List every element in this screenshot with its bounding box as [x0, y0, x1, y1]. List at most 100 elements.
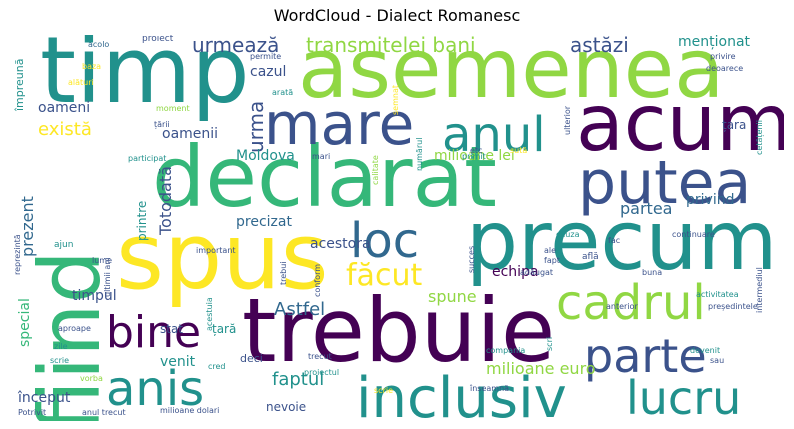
word: scri: [545, 336, 554, 351]
word: aproape: [58, 324, 91, 333]
word: anis: [106, 361, 205, 417]
word: conform: [313, 263, 322, 297]
word: există: [38, 119, 92, 140]
word: ale: [544, 246, 557, 255]
word: spus: [116, 203, 329, 310]
word: intermediul: [755, 267, 764, 313]
word: milioane euro: [486, 359, 596, 378]
word: urma: [244, 100, 268, 153]
word: fapt: [544, 256, 560, 265]
word: precizat: [236, 214, 292, 230]
word: parte: [584, 329, 707, 383]
word: acestuia: [205, 297, 214, 331]
word: nevoie: [266, 400, 307, 414]
word: scrie: [50, 356, 69, 365]
word: baza: [82, 62, 102, 71]
word: zile: [54, 342, 68, 351]
word: ajun: [54, 240, 74, 250]
word: activitatea: [696, 290, 739, 299]
word: continuare: [672, 230, 715, 239]
word: important: [196, 246, 236, 255]
word: țară: [212, 322, 237, 336]
word: buna: [642, 268, 663, 277]
word: permite: [250, 52, 282, 61]
word: etc: [470, 146, 483, 155]
word: numărul: [415, 137, 424, 171]
word: Totodată: [156, 166, 175, 235]
word: vorba: [80, 374, 103, 383]
word: lucru: [626, 371, 742, 421]
word: cauza: [556, 230, 580, 239]
word: loc: [350, 213, 420, 269]
word: anul trecut: [82, 408, 126, 417]
word: urmează: [192, 35, 280, 57]
word: acum: [576, 79, 784, 169]
word: special: [17, 298, 33, 347]
word: fac: [608, 236, 621, 245]
word: primit: [462, 152, 486, 161]
word: țara: [722, 118, 747, 132]
word: precum: [466, 194, 778, 289]
word: anterior: [606, 302, 638, 311]
word: proiect: [142, 35, 174, 44]
word: află: [582, 252, 599, 262]
word: menționat: [678, 35, 751, 50]
word: putea: [578, 148, 752, 218]
word: proiectul: [304, 368, 340, 377]
word: astăzi: [570, 35, 629, 57]
word: echipa: [492, 264, 539, 280]
chart-title: WordCloud - Dialect Romanesc: [273, 6, 521, 25]
word: președintele: [708, 302, 758, 311]
word: participat: [128, 154, 167, 163]
word: scrie: [374, 386, 393, 395]
word: prezent: [18, 196, 37, 257]
word: sută: [510, 146, 528, 155]
word: oameni: [38, 100, 91, 116]
word: inclusiv: [356, 366, 567, 422]
word: transmitelei bani: [306, 35, 476, 57]
word: făcut: [346, 258, 423, 293]
word: milioane lei: [434, 148, 515, 164]
word: cadrul: [556, 275, 706, 331]
word: timp: [40, 35, 250, 124]
word: ulterior: [563, 105, 572, 135]
word: semnat: [391, 85, 400, 115]
word: mare: [264, 90, 415, 158]
word: trecut: [308, 352, 332, 361]
word: spune: [428, 287, 477, 306]
word: printre: [135, 200, 149, 241]
word: arată: [272, 88, 294, 97]
word: țării: [154, 120, 170, 129]
word: alături: [68, 78, 94, 87]
word: faptul: [272, 369, 325, 390]
word: acestora: [310, 236, 371, 252]
word: stat: [160, 322, 184, 336]
word: privire: [710, 52, 736, 61]
word: timpul: [72, 288, 117, 304]
word: trebuie: [242, 279, 556, 382]
word: reprezintă: [13, 234, 22, 275]
word: moment: [156, 104, 190, 113]
word-cloud: asemenea timp declarat spus precum acum …: [10, 35, 784, 421]
word: Potrivit: [18, 408, 47, 417]
word: partea: [620, 199, 673, 218]
word: deci: [240, 352, 263, 365]
word: Astfel: [274, 299, 326, 320]
word: compania: [486, 346, 526, 355]
word: anul: [442, 107, 546, 163]
word: ultimii ani: [103, 257, 112, 297]
word: oamenii: [162, 126, 219, 142]
word: mari: [312, 152, 331, 161]
word: împreună: [13, 58, 26, 112]
word: adăugat: [520, 268, 554, 277]
word: trebui: [279, 261, 288, 285]
word: succes: [467, 245, 476, 273]
word: acolo: [88, 40, 110, 49]
word: calitate: [371, 155, 380, 185]
word: cetățenii: [755, 120, 764, 155]
word: cred: [208, 362, 226, 371]
word: deoarece: [706, 64, 744, 73]
word: înseamnă: [470, 384, 510, 393]
word: declarat: [152, 128, 497, 226]
word: sau: [710, 356, 725, 365]
